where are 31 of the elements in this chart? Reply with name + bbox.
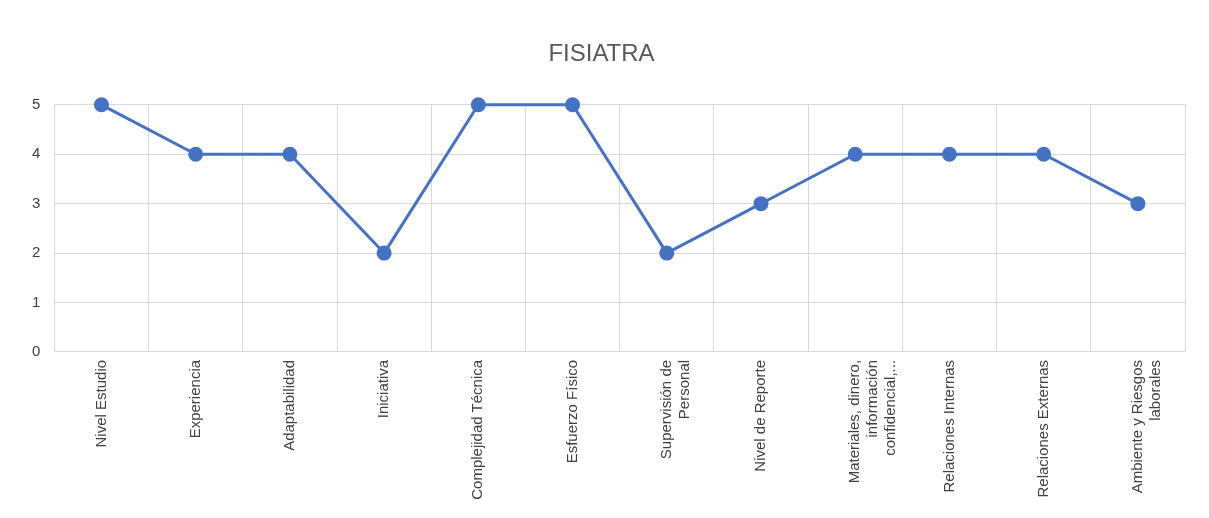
chart-title: FISIATRA (548, 39, 655, 67)
x-tick-label: Iniciativa (374, 359, 392, 419)
x-tick-label: Nivel de Reporte (751, 359, 769, 472)
y-tick-label: 5 (32, 94, 41, 112)
point (282, 146, 298, 162)
x-tick-label: Supervisión de Personal (656, 359, 692, 460)
point (376, 245, 392, 261)
point (470, 97, 486, 113)
point (941, 146, 957, 162)
point (847, 146, 863, 162)
y-tick-label: 1 (32, 292, 41, 310)
x-tick-label: Relaciones Internas (939, 359, 957, 493)
point (565, 97, 581, 113)
x-tick-label: Relaciones Externas (1033, 359, 1051, 498)
y-tick-label: 0 (32, 342, 41, 360)
point (1036, 146, 1052, 162)
y-tick-label: 4 (32, 144, 41, 162)
point (188, 146, 204, 162)
point (93, 97, 109, 113)
x-tick-label: Materiales, dinero, información confidencial,... (845, 359, 899, 484)
point (753, 196, 769, 212)
x-tick-label: Nivel Estudio (91, 359, 109, 448)
x-tick-label: Ambiente y Riesgos laborales (1128, 359, 1164, 494)
x-tick-label: Experiencia (185, 359, 203, 439)
x-tick-label: Adaptabilidad (280, 359, 298, 451)
x-tick-label: Esfuerzo Físico (562, 359, 580, 464)
point (659, 245, 675, 261)
y-tick-label: 2 (32, 243, 41, 261)
y-tick-label: 3 (32, 193, 41, 211)
point (1130, 196, 1146, 212)
x-tick-label: Complejidad Técnica (468, 359, 486, 500)
